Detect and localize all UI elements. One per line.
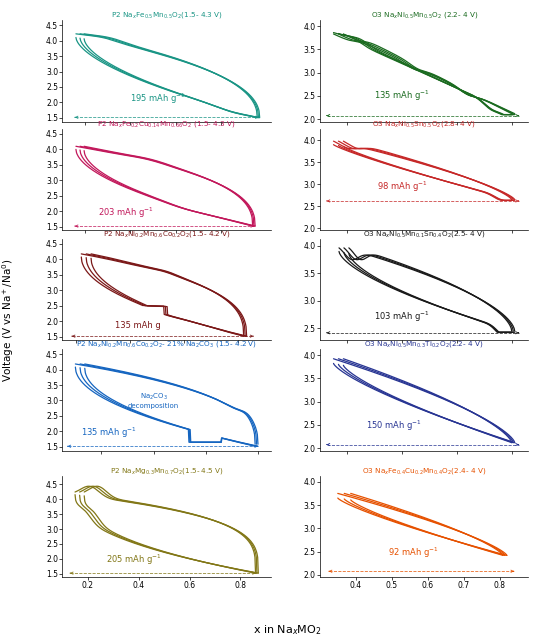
Text: 135 mAh g$^{-1}$: 135 mAh g$^{-1}$ (81, 426, 137, 440)
Text: 195 mAh g$^{-1}$: 195 mAh g$^{-1}$ (130, 92, 185, 106)
Title: O3 Na$_x$Ni$_{0.5}$Mn$_{0.5}$O$_2$ (2.2- 4 V): O3 Na$_x$Ni$_{0.5}$Mn$_{0.5}$O$_2$ (2.2-… (371, 10, 478, 20)
Text: 135 mAh g: 135 mAh g (115, 321, 161, 330)
Title: P2 Na$_x$Ni$_{0.2}$Mn$_{0.6}$Co$_{0.2}$O$_2$(1.5- 4.2 V): P2 Na$_x$Ni$_{0.2}$Mn$_{0.6}$Co$_{0.2}$O… (103, 229, 230, 239)
Text: 150 mAh g$^{-1}$: 150 mAh g$^{-1}$ (366, 419, 422, 433)
Text: 98 mAh g$^{-1}$: 98 mAh g$^{-1}$ (377, 180, 428, 195)
Title: P2 Na$_x$Fe$_{0.2}$Cu$_{0.14}$Mn$_{0.66}$O$_2$ (1.5- 4.3 V): P2 Na$_x$Fe$_{0.2}$Cu$_{0.14}$Mn$_{0.66}… (98, 119, 236, 129)
Text: 203 mAh g$^{-1}$: 203 mAh g$^{-1}$ (98, 205, 154, 220)
Text: 103 mAh g$^{-1}$: 103 mAh g$^{-1}$ (374, 310, 430, 324)
Text: 92 mAh g$^{-1}$: 92 mAh g$^{-1}$ (388, 546, 438, 560)
Title: P2 Na$_x$Fe$_{0.5}$Mn$_{0.5}$O$_2$(1.5- 4.3 V): P2 Na$_x$Fe$_{0.5}$Mn$_{0.5}$O$_2$(1.5- … (111, 10, 223, 20)
Title: O3 Na$_x$Ni$_{0.5}$Sn$_{0.5}$O$_2$(2.8- 4 V): O3 Na$_x$Ni$_{0.5}$Sn$_{0.5}$O$_2$(2.8- … (372, 119, 476, 129)
Title: O3 Na$_x$Ni$_{0.5}$Mn$_{0.3}$Ti$_{0.2}$O$_2$(2.2- 4 V): O3 Na$_x$Ni$_{0.5}$Mn$_{0.3}$Ti$_{0.2}$O… (364, 339, 484, 349)
Text: 135 mAh g$^{-1}$: 135 mAh g$^{-1}$ (374, 88, 430, 103)
Title: P2 Na$_x$Mg$_{0.3}$Mn$_{0.7}$O$_2$(1.5- 4.5 V): P2 Na$_x$Mg$_{0.3}$Mn$_{0.7}$O$_2$(1.5- … (109, 466, 224, 476)
Text: Voltage (V vs Na$^+$/Na$^0$): Voltage (V vs Na$^+$/Na$^0$) (0, 259, 16, 381)
Text: x in Na$_x$MO$_2$: x in Na$_x$MO$_2$ (253, 623, 321, 637)
Text: Na$_2$CO$_3$
decomposition: Na$_2$CO$_3$ decomposition (128, 392, 179, 409)
Title: P2 Na$_x$Ni$_{0.2}$Mn$_{0.6}$Co$_{0.2}$O$_2$- 21% Na$_2$CO$_3$ (1.5- 4.2 V): P2 Na$_x$Ni$_{0.2}$Mn$_{0.6}$Co$_{0.2}$O… (76, 339, 257, 349)
Text: 205 mAh g$^{-1}$: 205 mAh g$^{-1}$ (106, 552, 162, 567)
Title: O3 Na$_x$Fe$_{0.4}$Cu$_{0.2}$Mn$_{0.4}$O$_2$(2.4- 4 V): O3 Na$_x$Fe$_{0.4}$Cu$_{0.2}$Mn$_{0.4}$O… (362, 466, 486, 476)
Title: O3 Na$_x$Ni$_{0.5}$Mn$_{0.1}$Sn$_{0.4}$O$_2$(2.5- 4 V): O3 Na$_x$Ni$_{0.5}$Mn$_{0.1}$Sn$_{0.4}$O… (363, 229, 486, 239)
